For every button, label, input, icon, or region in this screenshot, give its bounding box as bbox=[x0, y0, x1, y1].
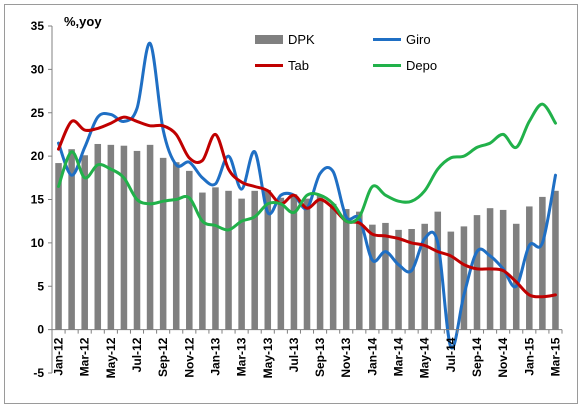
dpk-bar bbox=[212, 187, 219, 330]
dpk-bar bbox=[382, 222, 389, 330]
series-lines bbox=[57, 41, 557, 350]
dpk-bar bbox=[251, 190, 258, 330]
x-tick-label: Jul-13 bbox=[287, 337, 301, 372]
series-line-depo bbox=[57, 102, 557, 232]
x-tick-label: Nov-13 bbox=[339, 337, 353, 377]
y-tick-label: 0 bbox=[37, 323, 44, 337]
dpk-bar bbox=[199, 192, 206, 330]
dpk-bar bbox=[434, 211, 442, 330]
x-tick-label: May-13 bbox=[261, 337, 275, 378]
x-tick-label: Jan-13 bbox=[208, 337, 222, 375]
dpk-bar bbox=[539, 196, 546, 330]
y-tick-label: 30 bbox=[31, 62, 45, 76]
x-tick-labels: Jan-12 Mar-12 May-12 Jul-12 Sep-12 Nov-12 Jan-… bbox=[52, 337, 563, 378]
x-tick-label: Mar-15 bbox=[548, 337, 562, 376]
y-tick-label: 5 bbox=[37, 279, 44, 293]
x-tick-label: Mar-14 bbox=[392, 337, 406, 376]
y-tick-label: 15 bbox=[31, 193, 45, 207]
y-tick-label: -5 bbox=[33, 366, 44, 380]
dpk-bars bbox=[55, 143, 559, 330]
legend-label-dpk: DPK bbox=[288, 32, 315, 47]
y-tick-label: 25 bbox=[31, 106, 45, 120]
dpk-bar bbox=[421, 223, 428, 330]
dpk-bar bbox=[159, 157, 167, 330]
legend-swatch-dpk bbox=[255, 35, 283, 44]
y-tick-label: 10 bbox=[31, 236, 45, 250]
dpk-bar bbox=[460, 226, 468, 330]
dpk-bar bbox=[238, 198, 245, 330]
y-tick-labels: -5 0 5 10 15 20 25 30 35 bbox=[31, 19, 45, 380]
x-tick-label: Jan-12 bbox=[52, 337, 66, 375]
dpk-bar bbox=[55, 163, 62, 330]
dpk-bar bbox=[133, 150, 141, 330]
axes bbox=[48, 25, 563, 374]
dpk-bar bbox=[107, 144, 115, 330]
y-tick-label: 20 bbox=[31, 149, 45, 163]
legend-label-tab: Tab bbox=[288, 58, 309, 73]
dpk-bar bbox=[473, 215, 481, 330]
dpk-bar bbox=[408, 228, 415, 330]
legend-label-depo: Depo bbox=[406, 58, 437, 73]
series-line-tab bbox=[57, 115, 557, 299]
dpk-bar bbox=[290, 194, 298, 330]
dpk-bar bbox=[395, 229, 402, 330]
unit-label: %,yoy bbox=[64, 14, 102, 29]
dpk-bar bbox=[526, 206, 533, 330]
x-tick-label: May-12 bbox=[104, 337, 118, 378]
dpk-bar bbox=[68, 149, 75, 330]
x-tick-label: Sep-12 bbox=[156, 337, 170, 377]
dpk-bar bbox=[146, 144, 154, 330]
dpk-bar bbox=[512, 223, 520, 330]
dpk-bar bbox=[94, 143, 102, 330]
x-tick-label: Jan-14 bbox=[365, 337, 379, 375]
x-tick-label: May-14 bbox=[418, 337, 432, 378]
dpk-bar bbox=[447, 231, 455, 330]
dpk-bar bbox=[552, 190, 559, 330]
dpk-bar bbox=[172, 162, 180, 330]
x-tick-label: Sep-13 bbox=[313, 337, 327, 377]
dpk-bar bbox=[277, 197, 285, 330]
dpk-bar bbox=[342, 209, 350, 330]
legend: DPK Giro Tab Depo bbox=[255, 32, 437, 73]
x-tick-label: Mar-13 bbox=[235, 337, 249, 376]
x-tick-label: Jul-12 bbox=[130, 337, 144, 372]
dpk-bar bbox=[369, 224, 376, 330]
dpk-bar bbox=[356, 211, 363, 330]
x-tick-label: Sep-14 bbox=[470, 337, 484, 377]
x-tick-label: Nov-12 bbox=[182, 337, 196, 377]
dpk-bar bbox=[316, 195, 324, 330]
x-tick-label: Mar-12 bbox=[78, 337, 92, 376]
x-tick-label: Jul-14 bbox=[444, 337, 458, 372]
x-tick-label: Jan-15 bbox=[522, 337, 536, 375]
dpk-bar bbox=[303, 198, 311, 330]
dpk-bar bbox=[264, 189, 272, 330]
dpk-bar bbox=[120, 145, 128, 330]
dpk-bar bbox=[81, 155, 88, 330]
x-tick-label: Nov-14 bbox=[496, 337, 510, 377]
y-tick-label: 35 bbox=[31, 19, 45, 33]
dpk-bar bbox=[225, 190, 232, 330]
legend-label-giro: Giro bbox=[406, 32, 431, 47]
dpk-bar bbox=[186, 170, 193, 330]
dpk-bar bbox=[329, 203, 337, 330]
